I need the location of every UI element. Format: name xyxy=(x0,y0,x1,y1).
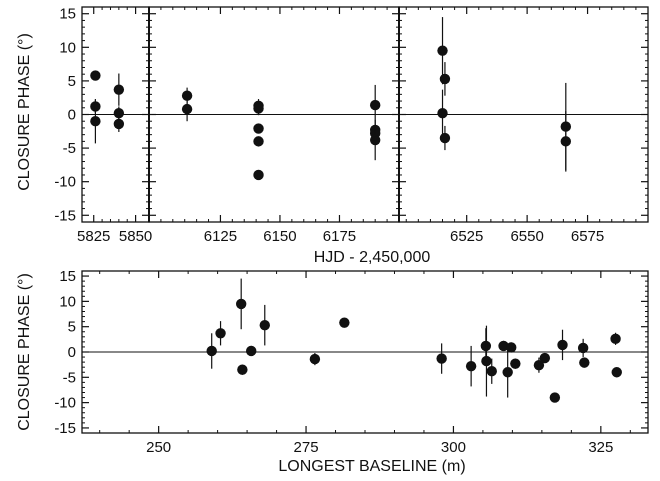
bottom-plot-area: -15 -10 -5 0 5 10 15 250 275 300 325 xyxy=(54,268,648,456)
bottom-chart: CLOSURE PHASE (°) LONGEST BASELINE (m) -… xyxy=(16,268,648,475)
top-panel-1-y-tick-label: -10 xyxy=(54,174,76,191)
bottom-data-point xyxy=(612,367,622,377)
bottom-data-point xyxy=(215,328,225,338)
top-y-axis-title: CLOSURE PHASE (°) xyxy=(16,33,33,191)
top-panel-1-data-point xyxy=(90,116,100,126)
bottom-y-tick-label: -5 xyxy=(63,369,76,386)
top-panel-2-data-point xyxy=(253,123,263,133)
top-panel-1-data-point xyxy=(114,84,124,94)
bottom-x-tick-label: 325 xyxy=(588,439,613,456)
top-panel-2-data-point xyxy=(253,136,263,146)
top-panel-2-data-point xyxy=(370,100,380,110)
bottom-data-point xyxy=(557,340,567,350)
top-panel-1-y-tick-label: -5 xyxy=(63,140,76,157)
top-plot-area: -15 -10 -5 0 5 10 15 5825 5850 6125 6150 6175 6525 65… xyxy=(54,6,648,245)
bottom-data-point xyxy=(510,358,520,368)
top-panel-2-x-tick-label: 6150 xyxy=(263,228,296,245)
top-panel-1-y-tick-label: 0 xyxy=(68,107,76,124)
bottom-data-point xyxy=(481,356,491,366)
top-panel-3-data-point xyxy=(440,133,450,143)
top-panel-1-data-point xyxy=(114,119,124,129)
bottom-data-point xyxy=(339,317,349,327)
top-panel-2-x-tick-label: 6175 xyxy=(323,228,356,245)
top-panel-1-x-tick-label: 5850 xyxy=(119,228,152,245)
bottom-data-point xyxy=(436,353,446,363)
bottom-x-tick-label: 275 xyxy=(294,439,319,456)
top-panel-2-data-point xyxy=(253,103,263,113)
top-panel-1-y-tick-label: 5 xyxy=(68,73,76,90)
top-panel-3-data-point xyxy=(440,74,450,84)
bottom-data-point xyxy=(550,392,560,402)
top-panel-2-data-point xyxy=(182,104,192,114)
top-panel-2-x-tick-label: 6125 xyxy=(204,228,237,245)
top-chart: CLOSURE PHASE (°) HJD - 2,450,000 -15 -10… xyxy=(16,6,648,266)
top-panel-2-data-point xyxy=(370,135,380,145)
top-panel-3-data-point xyxy=(437,45,447,55)
top-panel-3-x-tick-label: 6525 xyxy=(450,228,483,245)
bottom-data-point xyxy=(466,361,476,371)
bottom-x-tick-label: 300 xyxy=(441,439,466,456)
top-panel-2-data-point xyxy=(253,170,263,180)
bottom-y-axis-title: CLOSURE PHASE (°) xyxy=(16,273,33,431)
bottom-x-tick-label: 250 xyxy=(146,439,171,456)
bottom-data-point xyxy=(310,354,320,364)
bottom-y-tick-label: -10 xyxy=(54,395,76,412)
top-panel-1-data-point xyxy=(90,70,100,80)
top-panel-3-data-point xyxy=(561,136,571,146)
bottom-y-tick-label: 5 xyxy=(68,319,76,336)
top-x-axis-title: HJD - 2,450,000 xyxy=(314,249,431,266)
bottom-x-axis-title: LONGEST BASELINE (m) xyxy=(278,458,465,475)
top-panel-1-x-tick-label: 5825 xyxy=(77,228,110,245)
bottom-data-point xyxy=(506,342,516,352)
top-panel-3-x-tick-label: 6575 xyxy=(571,228,604,245)
bottom-data-point xyxy=(236,299,246,309)
bottom-y-tick-label: 0 xyxy=(68,344,76,361)
bottom-data-point xyxy=(502,367,512,377)
bottom-data-point xyxy=(207,346,217,356)
bottom-data-point xyxy=(260,320,270,330)
bottom-y-tick-label: -15 xyxy=(54,420,76,437)
bottom-y-tick-label: 15 xyxy=(59,268,76,285)
bottom-data-point xyxy=(540,353,550,363)
bottom-data-point xyxy=(246,346,256,356)
bottom-data-point xyxy=(237,365,247,375)
top-panel-3-data-point xyxy=(437,108,447,118)
top-panel-3-x-tick-label: 6550 xyxy=(510,228,543,245)
top-panel-1-y-tick-label: 10 xyxy=(59,39,76,56)
bottom-data-point xyxy=(578,343,588,353)
top-panel-1-y-tick-label: -15 xyxy=(54,207,76,224)
bottom-data-point xyxy=(610,334,620,344)
bottom-y-tick-label: 10 xyxy=(59,293,76,310)
bottom-data-point xyxy=(487,366,497,376)
bottom-data-point xyxy=(579,357,589,367)
top-panel-1-y-tick-label: 15 xyxy=(59,6,76,23)
